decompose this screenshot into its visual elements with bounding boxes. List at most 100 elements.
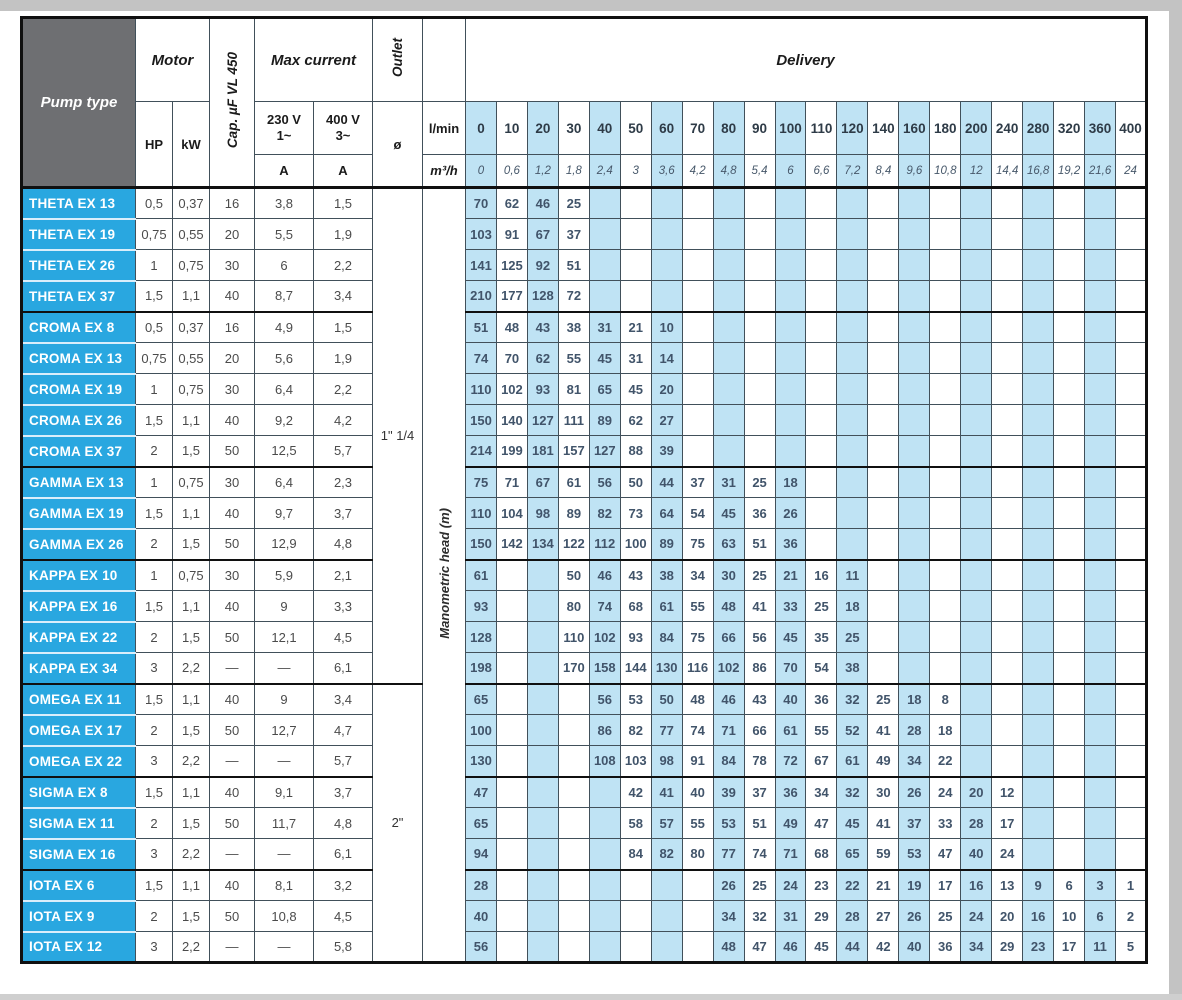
delivery-cell	[929, 342, 962, 374]
delivery-cell	[1115, 404, 1147, 436]
flow-lmin-cell: 140	[867, 101, 900, 155]
delivery-cell: 47	[465, 775, 497, 808]
delivery-cell	[929, 621, 962, 653]
delivery-cell: 30	[867, 775, 900, 808]
delivery-cell: 18	[836, 590, 869, 622]
delivery-cell: 13	[991, 868, 1024, 901]
pump-name-cell: CROMA EX 37	[21, 434, 136, 467]
flow-lmin-cell: 160	[898, 101, 931, 155]
cap-cell: 30	[209, 249, 255, 281]
delivery-cell	[929, 280, 962, 312]
delivery-cell	[1053, 342, 1086, 374]
delivery-cell	[1084, 435, 1117, 467]
delivery-cell	[526, 682, 559, 715]
flow-m3h-cell: 4,8	[712, 154, 745, 188]
delivery-cell: 55	[805, 714, 838, 746]
table-row: CROMA EX 8 0,5 0,37 16 4,9 1,5 51 48 43 38 31 21 10	[21, 310, 1147, 343]
delivery-cell	[712, 310, 745, 343]
delivery-cell	[991, 435, 1024, 467]
delivery-cell: 144	[619, 652, 652, 684]
delivery-cell: 22	[836, 868, 869, 901]
hp-cell: 1,5	[135, 404, 173, 436]
delivery-cell	[588, 807, 621, 839]
delivery-cell	[836, 528, 869, 560]
delivery-cell: 214	[465, 435, 497, 467]
delivery-cell: 64	[650, 497, 683, 529]
table-row: GAMMA EX 26 2 1,5 50 12,9 4,8 150 142 134 122 112 1…	[21, 527, 1147, 560]
kw-cell: 0,75	[172, 465, 210, 498]
delivery-cell	[526, 807, 559, 839]
cap-cell: 50	[209, 714, 255, 746]
current-400-cell: 5,7	[313, 745, 373, 777]
delivery-cell	[1115, 558, 1147, 591]
current-400-cell: 1,9	[313, 342, 373, 374]
delivery-cell	[495, 558, 528, 591]
delivery-cell	[1115, 745, 1147, 777]
delivery-cell: 199	[495, 435, 528, 467]
delivery-cell	[836, 280, 869, 312]
delivery-cell: 53	[619, 682, 652, 715]
delivery-cell: 62	[619, 404, 652, 436]
delivery-cell	[495, 714, 528, 746]
delivery-cell	[991, 404, 1024, 436]
delivery-cell: 127	[588, 435, 621, 467]
delivery-cell: 141	[465, 249, 497, 281]
delivery-cell	[836, 465, 869, 498]
delivery-cell	[1084, 528, 1117, 560]
flow-m3h-cell: 9,6	[898, 154, 931, 188]
delivery-cell	[495, 931, 528, 963]
delivery-cell: 56	[743, 621, 776, 653]
delivery-cell	[929, 373, 962, 405]
manometric-head-cell: Manometric head (m)	[422, 187, 466, 963]
delivery-cell	[1115, 435, 1147, 467]
delivery-cell	[867, 590, 900, 622]
current-400-cell: 5,8	[313, 931, 373, 963]
delivery-cell	[867, 497, 900, 529]
pump-name-cell: KAPPA EX 34	[21, 651, 136, 684]
delivery-cell	[1084, 404, 1117, 436]
delivery-cell: 89	[557, 497, 590, 529]
delivery-cell: 75	[681, 528, 714, 560]
delivery-cell	[867, 373, 900, 405]
delivery-cell	[991, 714, 1024, 746]
delivery-cell	[495, 838, 528, 870]
delivery-cell	[1022, 682, 1055, 715]
delivery-cell	[526, 590, 559, 622]
delivery-cell: 37	[743, 775, 776, 808]
delivery-cell: 84	[712, 745, 745, 777]
delivery-cell	[681, 900, 714, 932]
delivery-cell: 37	[898, 807, 931, 839]
current-400-cell: 5,7	[313, 435, 373, 467]
capacitor-label: Cap. µF VL 450	[224, 51, 240, 149]
delivery-cell: 70	[774, 652, 807, 684]
delivery-cell: 49	[867, 745, 900, 777]
hp-cell: 2	[135, 528, 173, 560]
delivery-cell	[1053, 249, 1086, 281]
delivery-cell	[774, 373, 807, 405]
delivery-cell	[557, 807, 590, 839]
delivery-cell	[1022, 404, 1055, 436]
delivery-cell: 65	[465, 682, 497, 715]
delivery-cell	[1084, 682, 1117, 715]
delivery-cell: 31	[712, 465, 745, 498]
delivery-cell	[1115, 807, 1147, 839]
delivery-cell	[712, 218, 745, 250]
kw-cell: 1,1	[172, 775, 210, 808]
delivery-cell	[1115, 465, 1147, 498]
delivery-cell	[1084, 745, 1117, 777]
header-band-2: HP kW 230 V 1~ 400 V 3~ ø l/min 0 10 20 30 4…	[22, 101, 1147, 188]
delivery-cell: 102	[712, 652, 745, 684]
delivery-cell: 170	[557, 652, 590, 684]
cap-cell: 30	[209, 558, 255, 591]
delivery-cell	[526, 868, 559, 901]
delivery-cell: 45	[712, 497, 745, 529]
delivery-cell: 67	[526, 218, 559, 250]
cap-cell: —	[209, 745, 255, 777]
delivery-cell	[805, 435, 838, 467]
delivery-cell	[867, 435, 900, 467]
header-amp-400: A	[313, 154, 373, 188]
delivery-cell	[774, 187, 807, 219]
delivery-cell	[898, 497, 931, 529]
delivery-cell: 44	[650, 465, 683, 498]
delivery-cell: 17	[1053, 931, 1086, 963]
